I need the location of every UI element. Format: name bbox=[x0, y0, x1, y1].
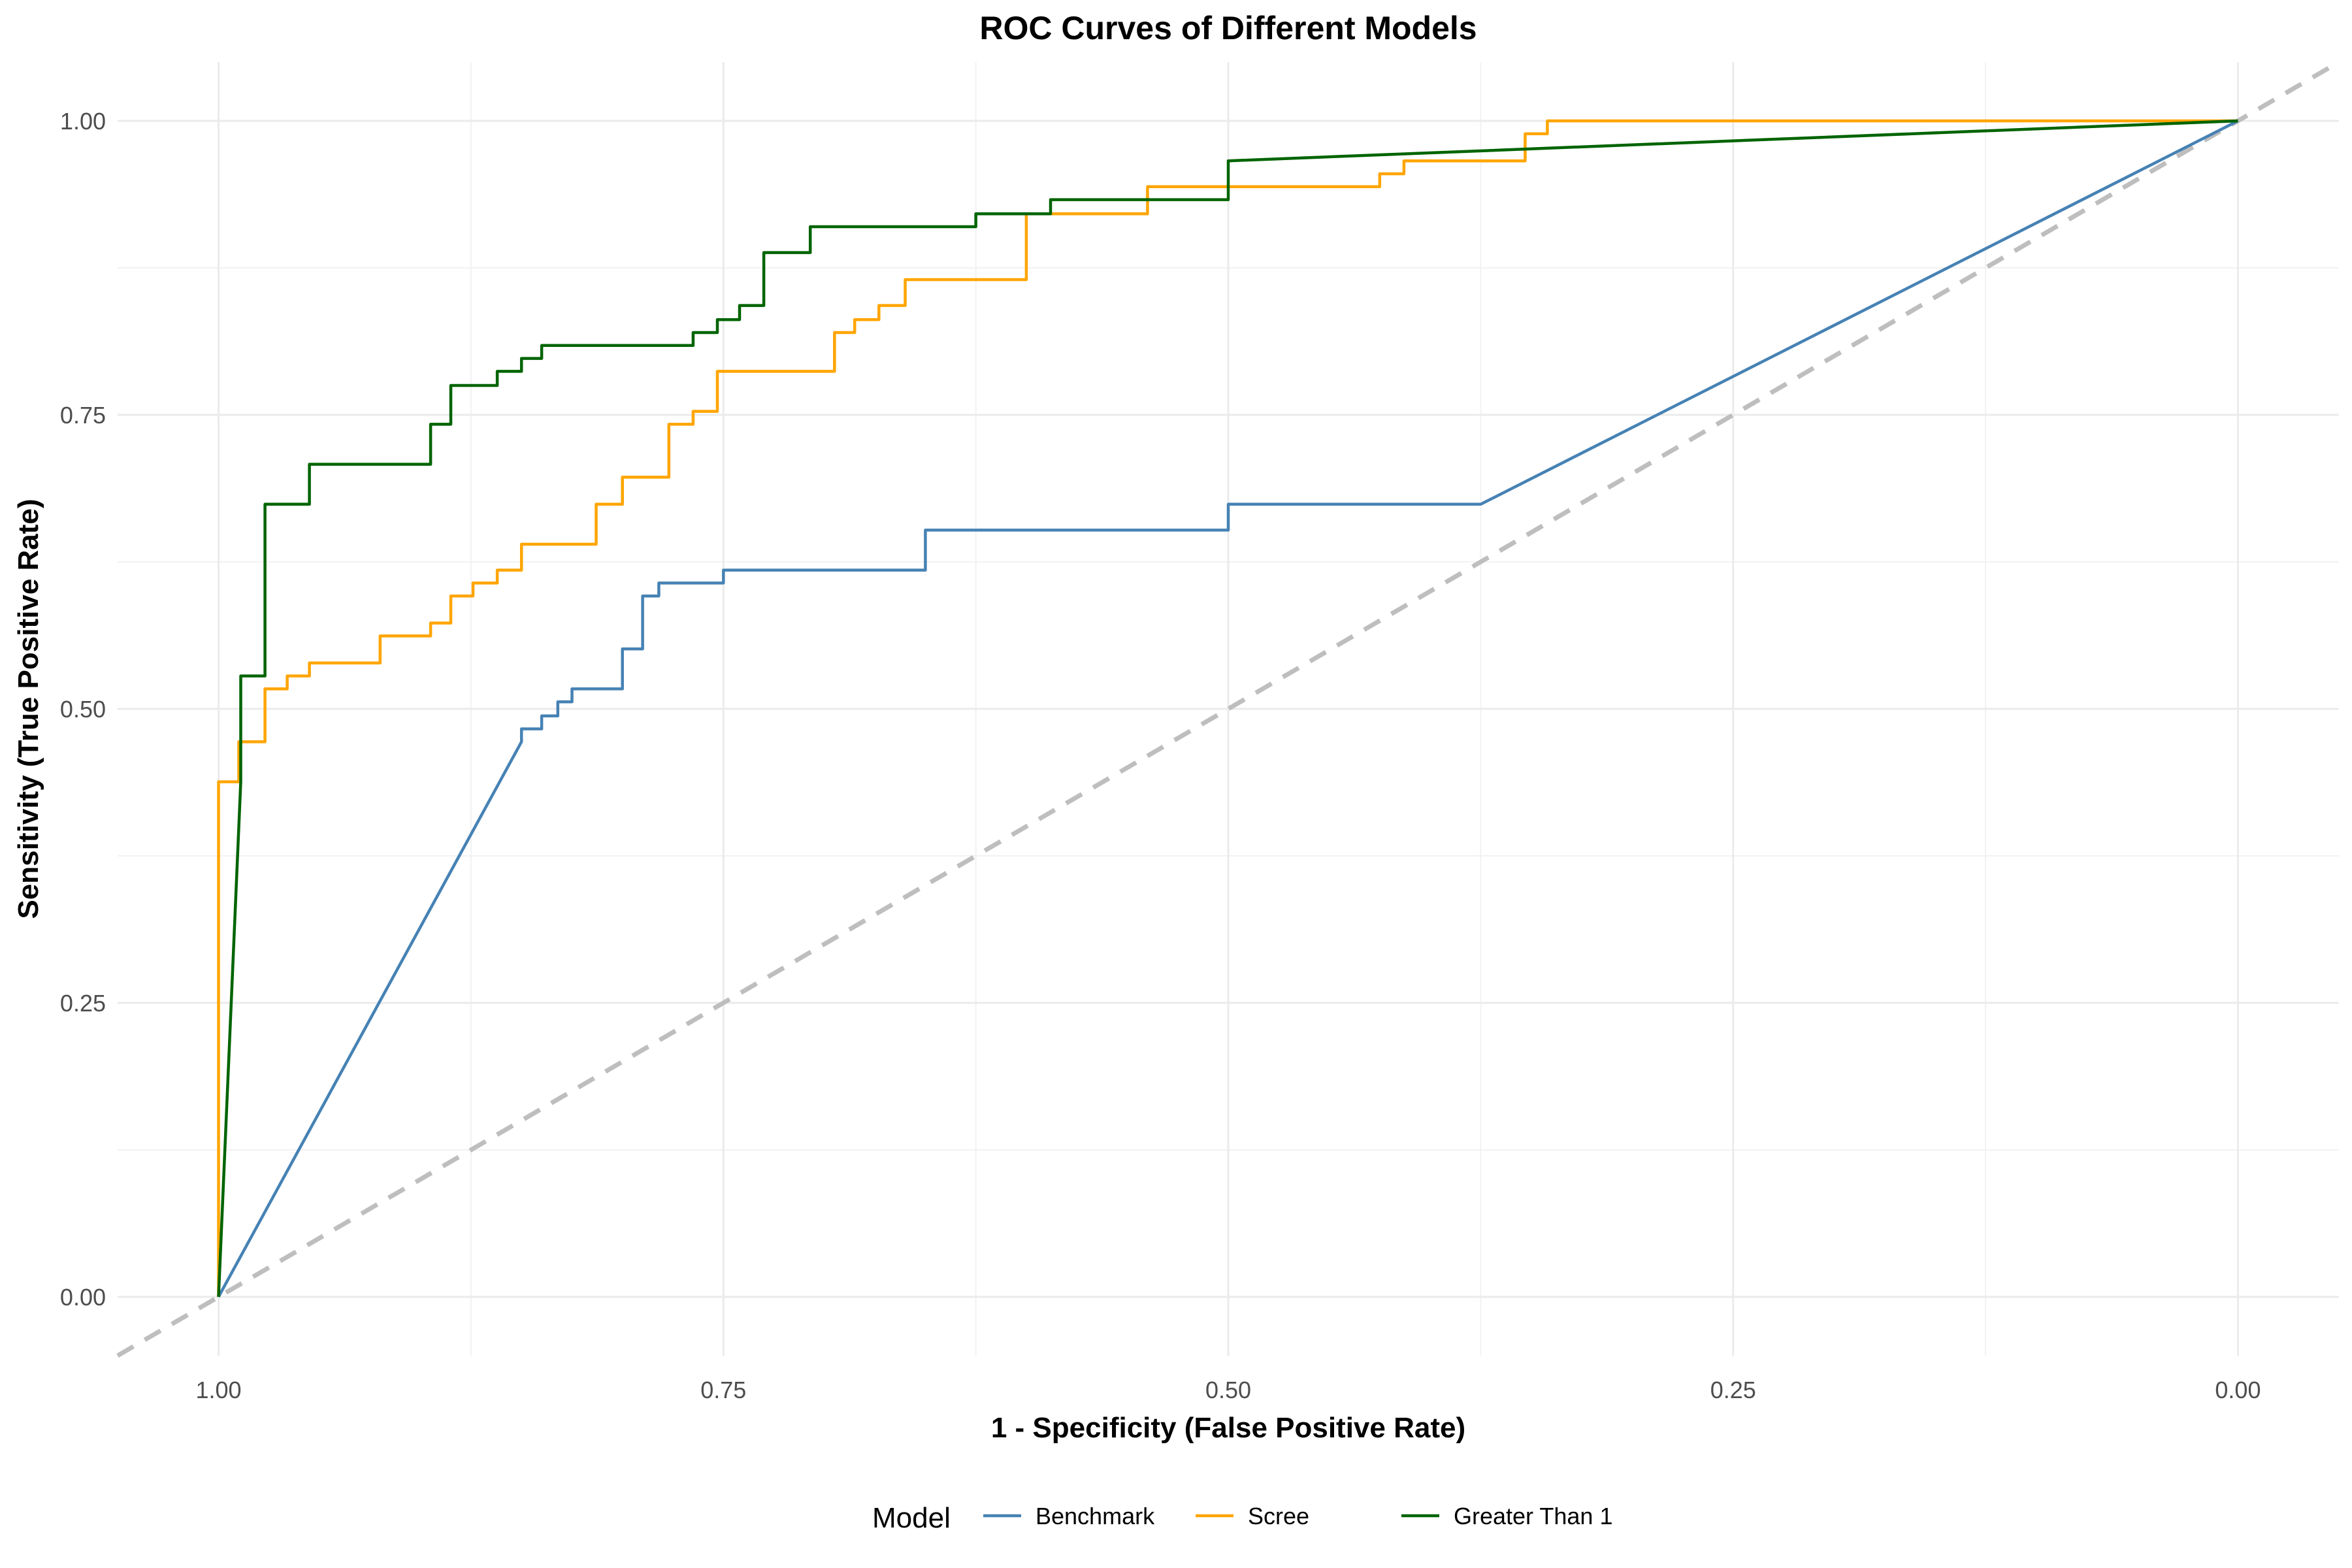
y-tick-labels: 0.00 0.25 0.50 0.75 1.00 bbox=[60, 108, 106, 1311]
y-tick-label: 0.75 bbox=[60, 402, 106, 429]
y-tick-label: 0.50 bbox=[60, 696, 106, 723]
reference-diagonal bbox=[116, 59, 2340, 1358]
x-tick-label: 0.75 bbox=[700, 1377, 746, 1403]
x-tick-label: 0.25 bbox=[1710, 1377, 1756, 1403]
x-axis-title: 1 - Specificity (False Positive Rate) bbox=[991, 1412, 1465, 1444]
x-tick-labels: 1.00 0.75 0.50 0.25 0.00 bbox=[196, 1377, 2261, 1403]
roc-series bbox=[217, 119, 2239, 1298]
major-gridlines bbox=[118, 62, 2339, 1356]
y-axis-title: Sensitivity (True Positive Rate) bbox=[12, 498, 44, 919]
legend-label-greater-than-1: Greater Than 1 bbox=[1454, 1503, 1612, 1529]
series-line-scree bbox=[217, 119, 2238, 1297]
series-line-greater-than-1 bbox=[217, 119, 2238, 1298]
x-tick-label: 0.00 bbox=[2215, 1377, 2261, 1403]
chart-title: ROC Curves of Different Models bbox=[979, 10, 1477, 46]
y-tick-label: 0.25 bbox=[60, 990, 106, 1017]
legend: Model Benchmark Scree Greater Than 1 bbox=[872, 1502, 1612, 1534]
legend-label-benchmark: Benchmark bbox=[1036, 1503, 1155, 1529]
x-tick-label: 1.00 bbox=[196, 1377, 242, 1403]
series-line-benchmark bbox=[217, 119, 2239, 1298]
legend-label-scree: Scree bbox=[1248, 1503, 1309, 1529]
x-tick-label: 0.50 bbox=[1205, 1377, 1251, 1403]
reference-line bbox=[116, 59, 2340, 1358]
y-tick-label: 1.00 bbox=[60, 108, 106, 135]
y-tick-label: 0.00 bbox=[60, 1284, 106, 1311]
legend-title: Model bbox=[872, 1502, 951, 1534]
